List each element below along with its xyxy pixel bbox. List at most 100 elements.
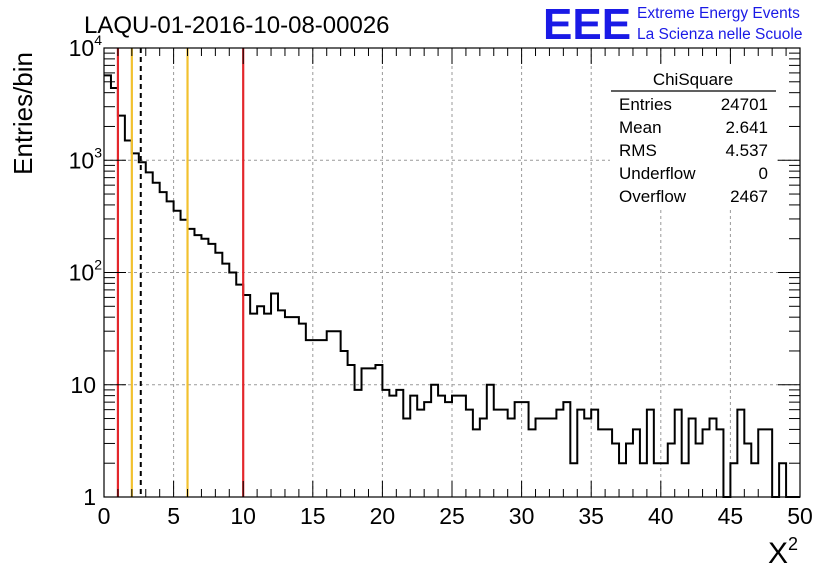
histogram-bin: [536, 419, 543, 497]
histogram-bin: [445, 402, 452, 497]
histogram-bin: [716, 429, 723, 497]
histogram-bin: [494, 410, 501, 497]
histogram: [104, 74, 800, 498]
histogram-bin: [598, 429, 605, 497]
histogram-bin: [362, 368, 369, 497]
histogram-bin: [675, 410, 682, 497]
stats-row-label: Entries: [619, 95, 672, 114]
histogram-bin: [389, 396, 396, 497]
histogram-bin: [549, 419, 556, 497]
histogram-bin: [556, 410, 563, 497]
y-tick-label: 1: [83, 484, 96, 510]
x-tick-label: 45: [718, 503, 744, 529]
histogram-bin: [375, 365, 382, 497]
histogram-bin: [368, 368, 375, 497]
histogram-bin: [174, 211, 181, 497]
histogram-bin: [160, 192, 167, 497]
stats-row-value: 0: [759, 164, 768, 183]
x-tick-label: 20: [370, 503, 396, 529]
logo-acronym: EEE: [543, 0, 631, 49]
histogram-bin: [320, 340, 327, 497]
histogram-bin: [306, 340, 313, 497]
histogram-bin: [515, 402, 522, 497]
stats-row: Overflow 2467: [619, 187, 768, 206]
stats-row-value: 4.537: [725, 141, 768, 160]
histogram-bin: [348, 365, 355, 497]
histogram-bin: [466, 410, 473, 497]
histogram-bin: [396, 390, 403, 497]
histogram-bin: [292, 317, 299, 497]
logo-line1: Extreme Energy Events: [637, 5, 800, 22]
histogram-bin: [744, 443, 751, 497]
histogram-bin: [313, 340, 320, 497]
histogram-bin: [661, 463, 668, 497]
histogram-bin: [334, 331, 341, 497]
histogram-bin: [208, 244, 215, 497]
histogram-bin: [341, 351, 348, 497]
x-tick-label: 15: [300, 503, 326, 529]
histogram-bin: [201, 239, 208, 497]
histogram-steps: [104, 74, 800, 498]
axis-ticks: [103, 48, 801, 498]
stats-row-value: 2.641: [725, 118, 768, 137]
eee-logo: EEE Extreme Energy Events La Scienza nel…: [543, 0, 802, 49]
y-tick-label: 10: [70, 372, 96, 398]
histogram-bin: [522, 402, 529, 497]
x-tick-label: 25: [439, 503, 465, 529]
x-tick-label: 0: [98, 503, 111, 529]
histogram-bin: [570, 463, 577, 497]
histogram-bin: [215, 253, 222, 497]
histogram-bin: [626, 443, 633, 497]
histogram-bin: [563, 402, 570, 497]
histogram-bin: [640, 463, 647, 497]
histogram-bin: [167, 201, 174, 497]
histogram-bin: [355, 390, 362, 497]
stats-row-label: RMS: [619, 141, 657, 160]
histogram-bin: [417, 410, 424, 497]
histogram-bin: [696, 443, 703, 497]
chart-title: LAQU-01-2016-10-08-00026: [84, 12, 390, 39]
histogram-bin: [382, 390, 389, 497]
histogram-bin: [765, 429, 772, 497]
histogram-bin: [271, 294, 278, 497]
y-tick-label: 103: [69, 144, 103, 173]
histogram-bin: [459, 396, 466, 497]
histogram-bin: [473, 429, 480, 497]
histogram-bin: [508, 419, 515, 497]
x-axis-label-base: X: [768, 537, 788, 570]
histogram-bin: [730, 463, 737, 497]
histogram-bin: [682, 463, 689, 497]
histogram-bin: [146, 172, 153, 497]
x-tick-label: 40: [648, 503, 674, 529]
x-tick-label: 5: [167, 503, 180, 529]
histogram-bin: [480, 419, 487, 497]
y-tick-label: 102: [69, 257, 103, 286]
histogram-bin: [438, 396, 445, 497]
histogram-bin: [779, 463, 786, 497]
y-tick-label: 104: [69, 32, 103, 61]
histogram-bin: [737, 410, 744, 497]
histogram-bin: [222, 264, 229, 497]
histogram-bin: [250, 314, 257, 497]
histogram-bin: [403, 419, 410, 497]
histogram-bin: [668, 443, 675, 497]
x-tick-label: 30: [509, 503, 535, 529]
x-axis-label-superscript: 2: [788, 534, 798, 554]
histogram-bin: [710, 419, 717, 497]
histogram-bin: [542, 419, 549, 497]
histogram-bin: [285, 317, 292, 497]
stats-row-value: 2467: [730, 187, 768, 206]
stats-row-label: Overflow: [619, 187, 687, 206]
x-tick-label: 10: [230, 503, 256, 529]
histogram-bin: [501, 410, 508, 497]
histogram-bin: [584, 419, 591, 497]
histogram-bin: [619, 463, 626, 497]
histogram-bin: [758, 429, 765, 497]
histogram-bin: [487, 385, 494, 497]
histogram-bin: [194, 235, 201, 497]
x-tick-labels: 0 5 10 15 20 25 30 35 40 45 50: [98, 503, 813, 529]
y-tick-labels: 1 10 102 103 104: [69, 32, 103, 510]
stats-row: RMS 4.537: [619, 141, 768, 160]
logo-line2: La Scienza nelle Scuole: [637, 26, 802, 43]
